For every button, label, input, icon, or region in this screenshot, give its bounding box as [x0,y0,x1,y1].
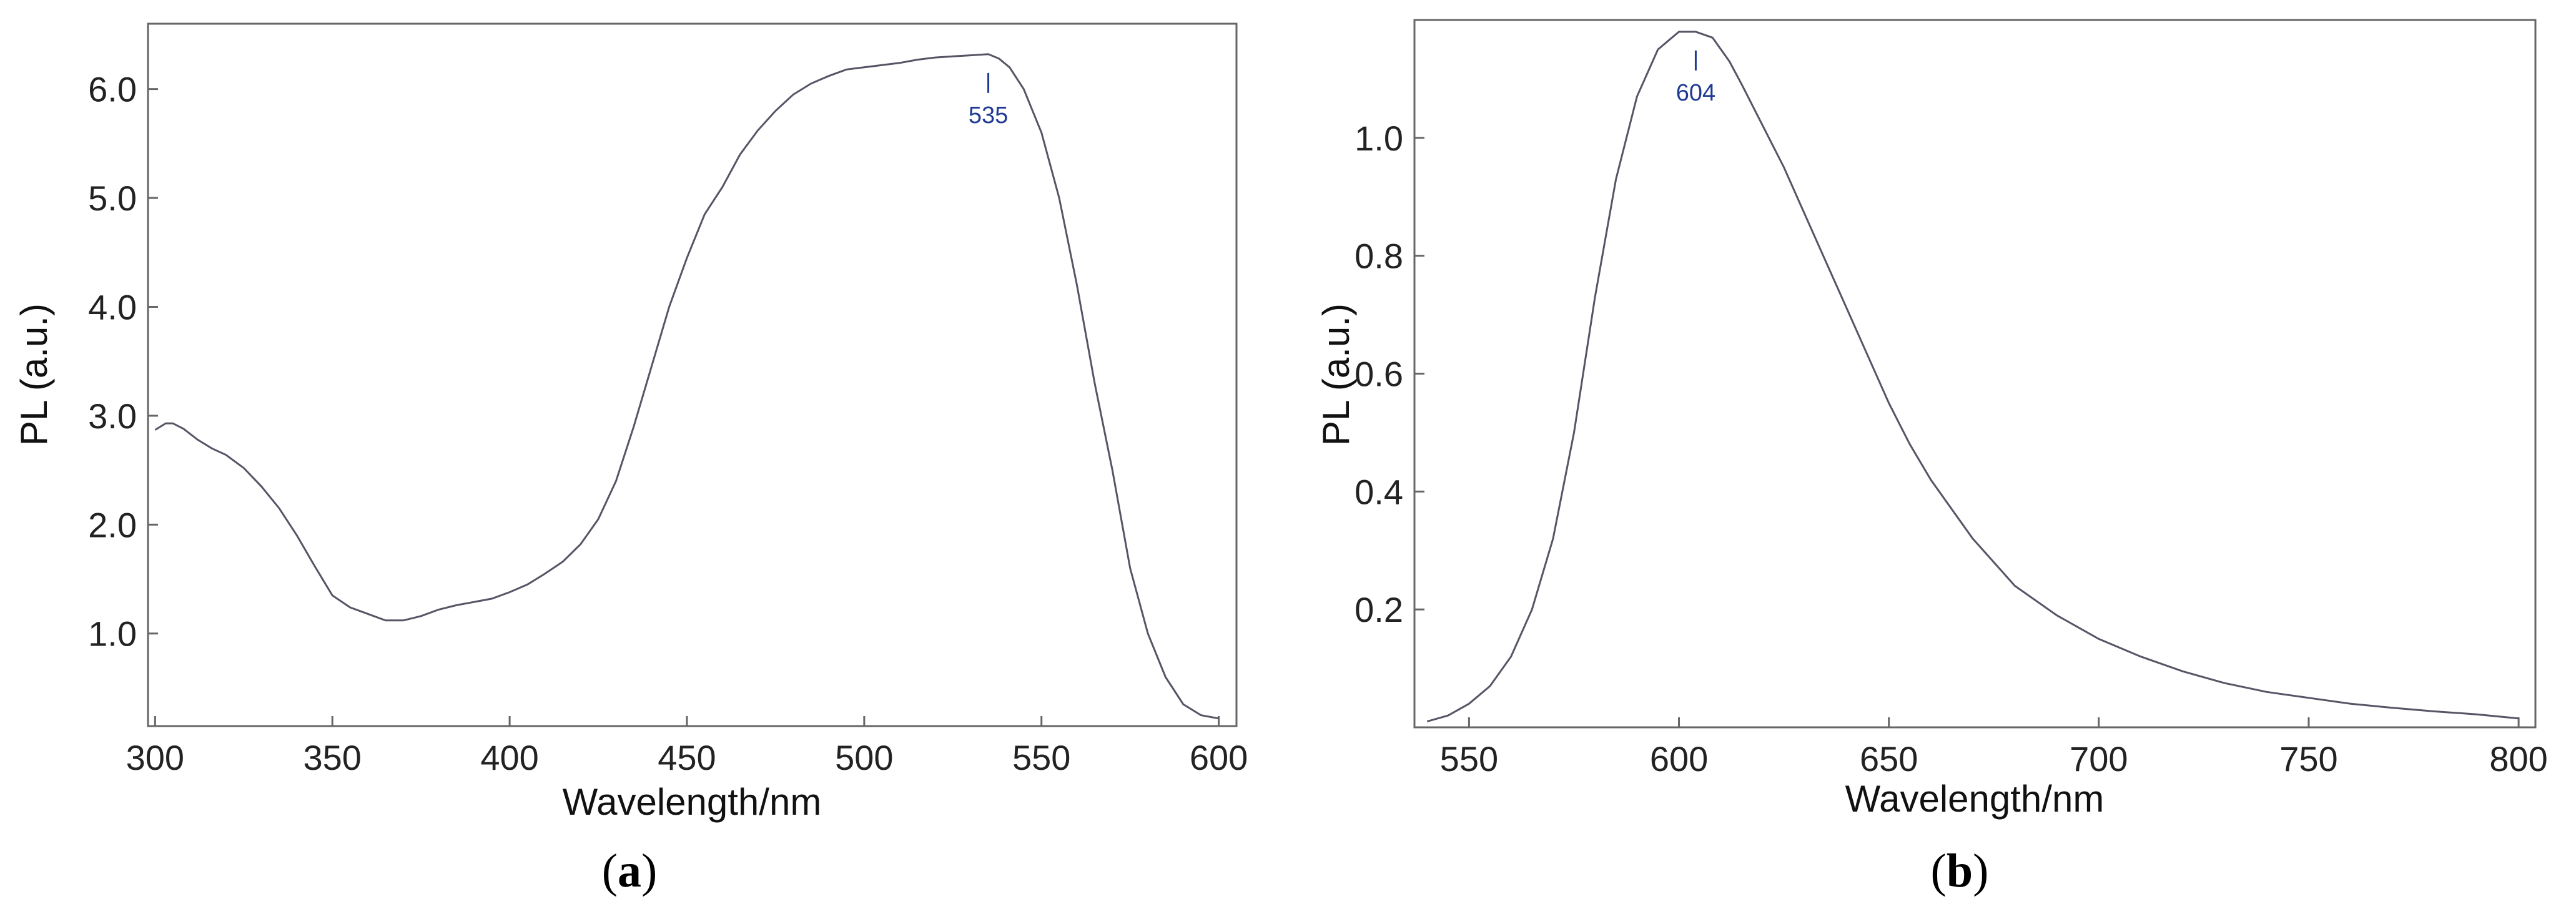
x-tick-label-a-0: 300 [126,738,184,777]
y-tick-label-a-2: 3.0 [88,396,137,436]
peak-label-b: 604 [1676,80,1715,106]
panel-label-b: (b) [1931,845,1989,897]
y-axis-a: 1.0 2.0 3.0 4.0 5.0 6.0 [88,70,158,654]
panel-label-a: (a) [602,845,658,897]
y-tick-label-a-1: 2.0 [88,505,137,544]
x-tick-label-a-2: 400 [480,738,538,777]
y-tick-label-b-0: 0.2 [1355,590,1403,629]
x-tick-label-b-2: 650 [1860,739,1918,779]
x-tick-label-b-5: 800 [2489,739,2547,779]
y-axis-b: 0.2 0.4 0.6 0.8 1.0 [1355,119,1424,629]
x-tick-label-b-4: 750 [2279,739,2337,779]
y-axis-label-b: PL (a.u.) [1315,303,1357,446]
x-tick-label-a-3: 450 [658,738,716,777]
x-axis-b: 550 600 650 700 750 800 [1440,717,2548,779]
x-tick-label-b-0: 550 [1440,739,1498,779]
peak-label-a: 535 [969,102,1008,129]
x-axis-label-b: Wavelength/nm [1845,778,2105,820]
x-axis-label-a: Wavelength/nm [563,781,822,823]
pl-spectrum-line-a [154,53,1219,720]
y-tick-label-a-5: 6.0 [88,70,137,109]
x-tick-label-a-1: 350 [303,738,362,777]
pl-spectrum-line-b [1426,31,2519,723]
y-tick-label-a-0: 1.0 [88,614,137,654]
y-tick-label-b-1: 0.4 [1355,472,1403,511]
x-tick-label-b-1: 600 [1650,739,1708,779]
y-tick-label-b-4: 1.0 [1355,119,1403,158]
y-tick-label-b-2: 0.6 [1355,355,1403,394]
chart-panel-a: 1.0 2.0 3.0 4.0 5.0 6.0 300 350 400 450 500 550 600… [13,22,1248,897]
x-tick-label-a-4: 500 [835,738,893,777]
y-tick-label-b-3: 0.8 [1355,237,1403,276]
x-axis-a: 300 350 400 450 500 550 600 [126,716,1248,777]
y-axis-label-a: PL (a.u.) [13,303,55,446]
chart-panel-b: 0.2 0.4 0.6 0.8 1.0 550 600 650 700 750 800 604 W… [1315,19,2548,897]
x-tick-label-b-3: 700 [2070,739,2128,779]
x-tick-label-a-5: 550 [1012,738,1070,777]
x-tick-label-a-6: 600 [1190,738,1248,777]
y-tick-label-a-4: 5.0 [88,179,137,218]
plot-area-frame-a [147,22,1238,727]
y-tick-label-a-3: 4.0 [88,287,137,327]
